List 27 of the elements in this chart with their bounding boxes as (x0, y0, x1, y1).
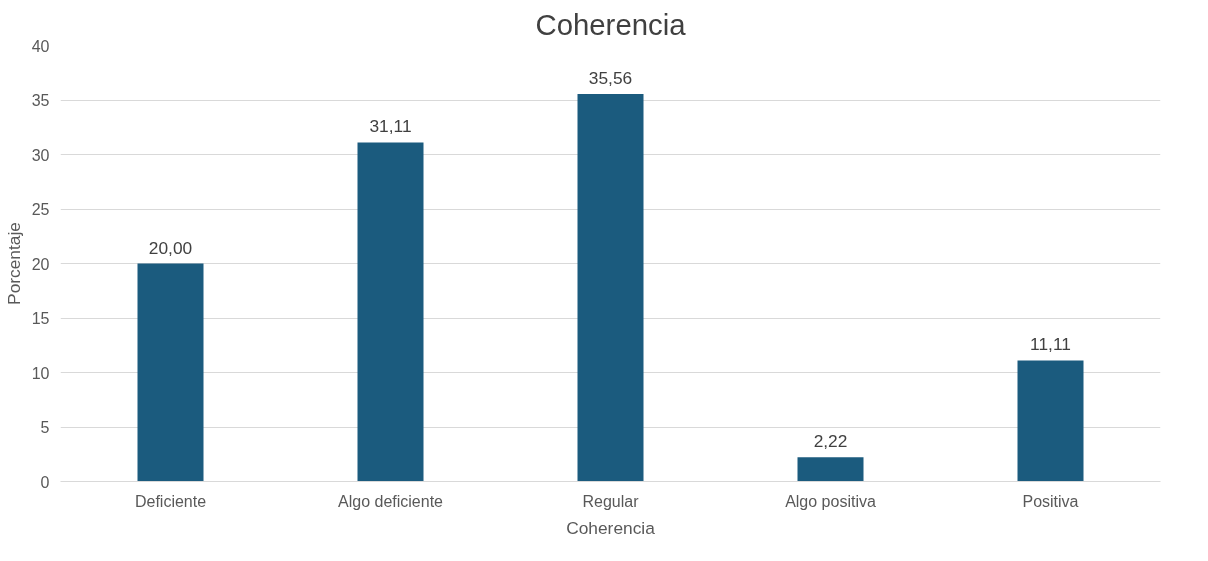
y-tick-label: 5 (40, 419, 50, 436)
data-label: 11,11 (1030, 334, 1071, 355)
x-tick-label: Algo deficiente (338, 492, 444, 510)
x-tick-label: Positiva (1022, 492, 1079, 510)
y-axis-title: Porcentaje (3, 222, 24, 305)
x-tick-label: Algo positiva (785, 492, 876, 510)
chart-title: Coherencia (535, 7, 687, 41)
y-tick-label: 15 (31, 310, 50, 327)
data-label: 2,22 (813, 431, 848, 452)
bar (797, 457, 864, 482)
y-tick-label: 35 (31, 92, 50, 109)
bar (357, 142, 424, 482)
bar (137, 263, 204, 482)
bar (1017, 360, 1084, 482)
data-label: 31,11 (369, 116, 412, 137)
y-tick-label: 0 (40, 473, 50, 491)
y-tick-label: 30 (31, 146, 50, 164)
y-tick-label: 25 (31, 201, 50, 218)
x-tick-label: Regular (582, 492, 640, 510)
data-label: 20,00 (148, 237, 193, 258)
y-tick-label: 20 (31, 255, 50, 273)
bar (577, 93, 644, 482)
data-label: 35,56 (588, 67, 633, 88)
y-tick-label: 10 (31, 364, 50, 382)
y-tick-label: 40 (31, 37, 50, 55)
x-axis-title: Coherencia (566, 517, 656, 538)
x-tick-label: Deficiente (134, 492, 207, 510)
